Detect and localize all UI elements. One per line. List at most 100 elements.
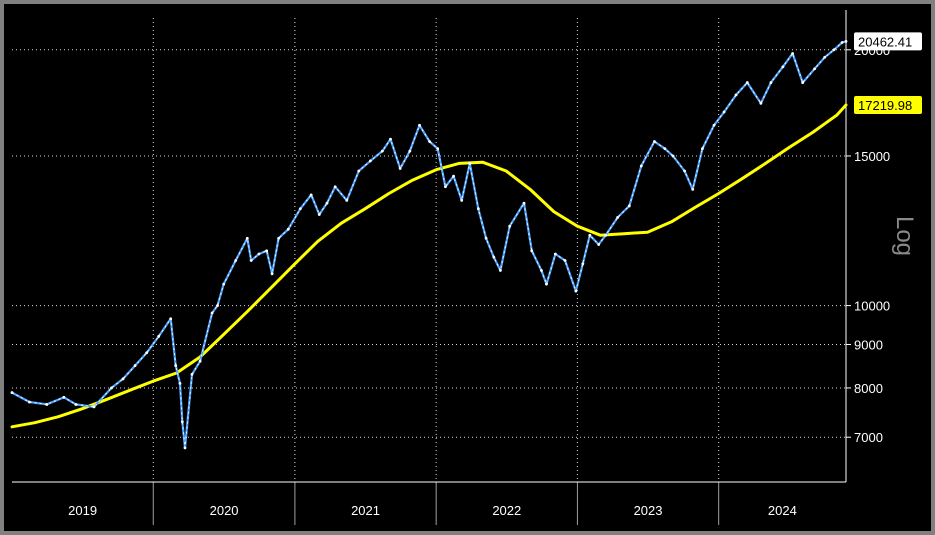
- y-tick-label: 15000: [854, 149, 890, 164]
- price-point: [28, 400, 31, 404]
- price-point: [121, 377, 125, 381]
- year-label: 2019: [68, 503, 97, 518]
- price-point: [553, 252, 557, 256]
- price-point: [844, 39, 848, 43]
- price-point: [499, 269, 502, 272]
- price-point: [389, 137, 392, 141]
- price-point: [145, 351, 149, 355]
- price-point: [712, 123, 716, 127]
- price-point: [169, 317, 173, 321]
- moving-average-line: [10, 103, 848, 429]
- price-point: [270, 272, 274, 276]
- axes: [12, 10, 851, 525]
- price-point: [62, 395, 66, 399]
- year-label: 2020: [210, 503, 239, 518]
- grid: [12, 18, 846, 482]
- year-label: 2022: [492, 503, 521, 518]
- price-point: [436, 147, 440, 151]
- price-badge-box: [854, 32, 922, 51]
- price-point: [210, 311, 214, 315]
- price-point: [581, 262, 585, 266]
- moving_average-last-value-badge: 17219.98: [854, 96, 922, 115]
- y-tick-label: 10000: [854, 299, 890, 314]
- price-point: [734, 93, 738, 97]
- price-last-value-badge: 20462.41: [854, 32, 922, 51]
- price-point: [604, 233, 608, 237]
- price-point: [357, 169, 361, 173]
- price-point: [265, 249, 269, 253]
- price-point: [468, 162, 472, 165]
- price-point: [588, 233, 592, 237]
- y-tick-label: 7000: [854, 430, 883, 445]
- price-point: [45, 403, 49, 406]
- labels: 7000800090001000015000200002019202020212…: [68, 32, 922, 518]
- price-point: [683, 169, 687, 173]
- price-point: [380, 149, 384, 153]
- price-point: [627, 204, 631, 208]
- price-point: [460, 198, 464, 202]
- price-badge-text: 20462.41: [858, 34, 912, 49]
- moving_average-badge-box: [854, 96, 922, 115]
- moving_average-badge-text: 17219.98: [858, 98, 912, 113]
- price-point: [234, 259, 238, 262]
- price-point: [701, 147, 704, 151]
- price-point: [178, 381, 182, 385]
- price-point: [286, 227, 290, 231]
- price-point: [832, 48, 836, 52]
- price-point: [92, 405, 96, 409]
- price-point: [317, 213, 321, 216]
- price-point: [759, 101, 763, 105]
- price-point: [691, 188, 695, 191]
- price-point: [190, 372, 194, 376]
- price-point: [616, 215, 620, 219]
- price-point: [522, 201, 526, 205]
- price-point: [653, 140, 656, 143]
- price-point: [452, 174, 455, 178]
- price-point: [671, 154, 675, 158]
- price-point: [74, 403, 78, 406]
- price-point: [791, 52, 794, 55]
- y-scale-label: Log: [891, 216, 918, 256]
- price-point: [298, 207, 302, 211]
- price-point: [428, 140, 431, 143]
- series: [10, 39, 848, 450]
- price-point: [257, 252, 261, 256]
- price-point: [639, 164, 643, 168]
- price-point: [563, 259, 567, 262]
- price-point: [476, 207, 480, 211]
- price-point: [325, 201, 329, 205]
- price-point: [540, 269, 543, 272]
- price-point: [222, 282, 226, 286]
- price-point: [574, 289, 578, 293]
- price-point: [110, 386, 113, 390]
- price-point: [277, 236, 281, 240]
- price-point: [801, 81, 805, 84]
- price-point: [245, 236, 249, 240]
- year-label: 2024: [768, 503, 797, 518]
- price-point: [157, 334, 161, 338]
- y-tick-label: 9000: [854, 337, 883, 352]
- price-point: [530, 249, 534, 253]
- price-chart: 7000800090001000015000200002019202020212…: [10, 10, 922, 525]
- price-point: [180, 420, 184, 424]
- price-point: [508, 224, 512, 228]
- price-point: [198, 359, 202, 363]
- price-point: [840, 41, 844, 44]
- year-label: 2023: [634, 503, 663, 518]
- price-point: [333, 185, 337, 189]
- price-point: [418, 123, 421, 127]
- y-tick-label: 8000: [854, 381, 883, 396]
- price-point: [183, 446, 187, 450]
- price-point: [722, 110, 726, 114]
- price-point: [484, 236, 488, 240]
- year-label: 2021: [351, 503, 380, 518]
- price-point: [216, 304, 219, 307]
- price-point: [769, 81, 773, 84]
- price-point: [745, 81, 749, 84]
- price-point: [545, 282, 548, 286]
- price-point: [813, 67, 817, 71]
- price-series: [10, 39, 848, 450]
- price-point: [781, 65, 785, 69]
- price-point: [345, 198, 349, 202]
